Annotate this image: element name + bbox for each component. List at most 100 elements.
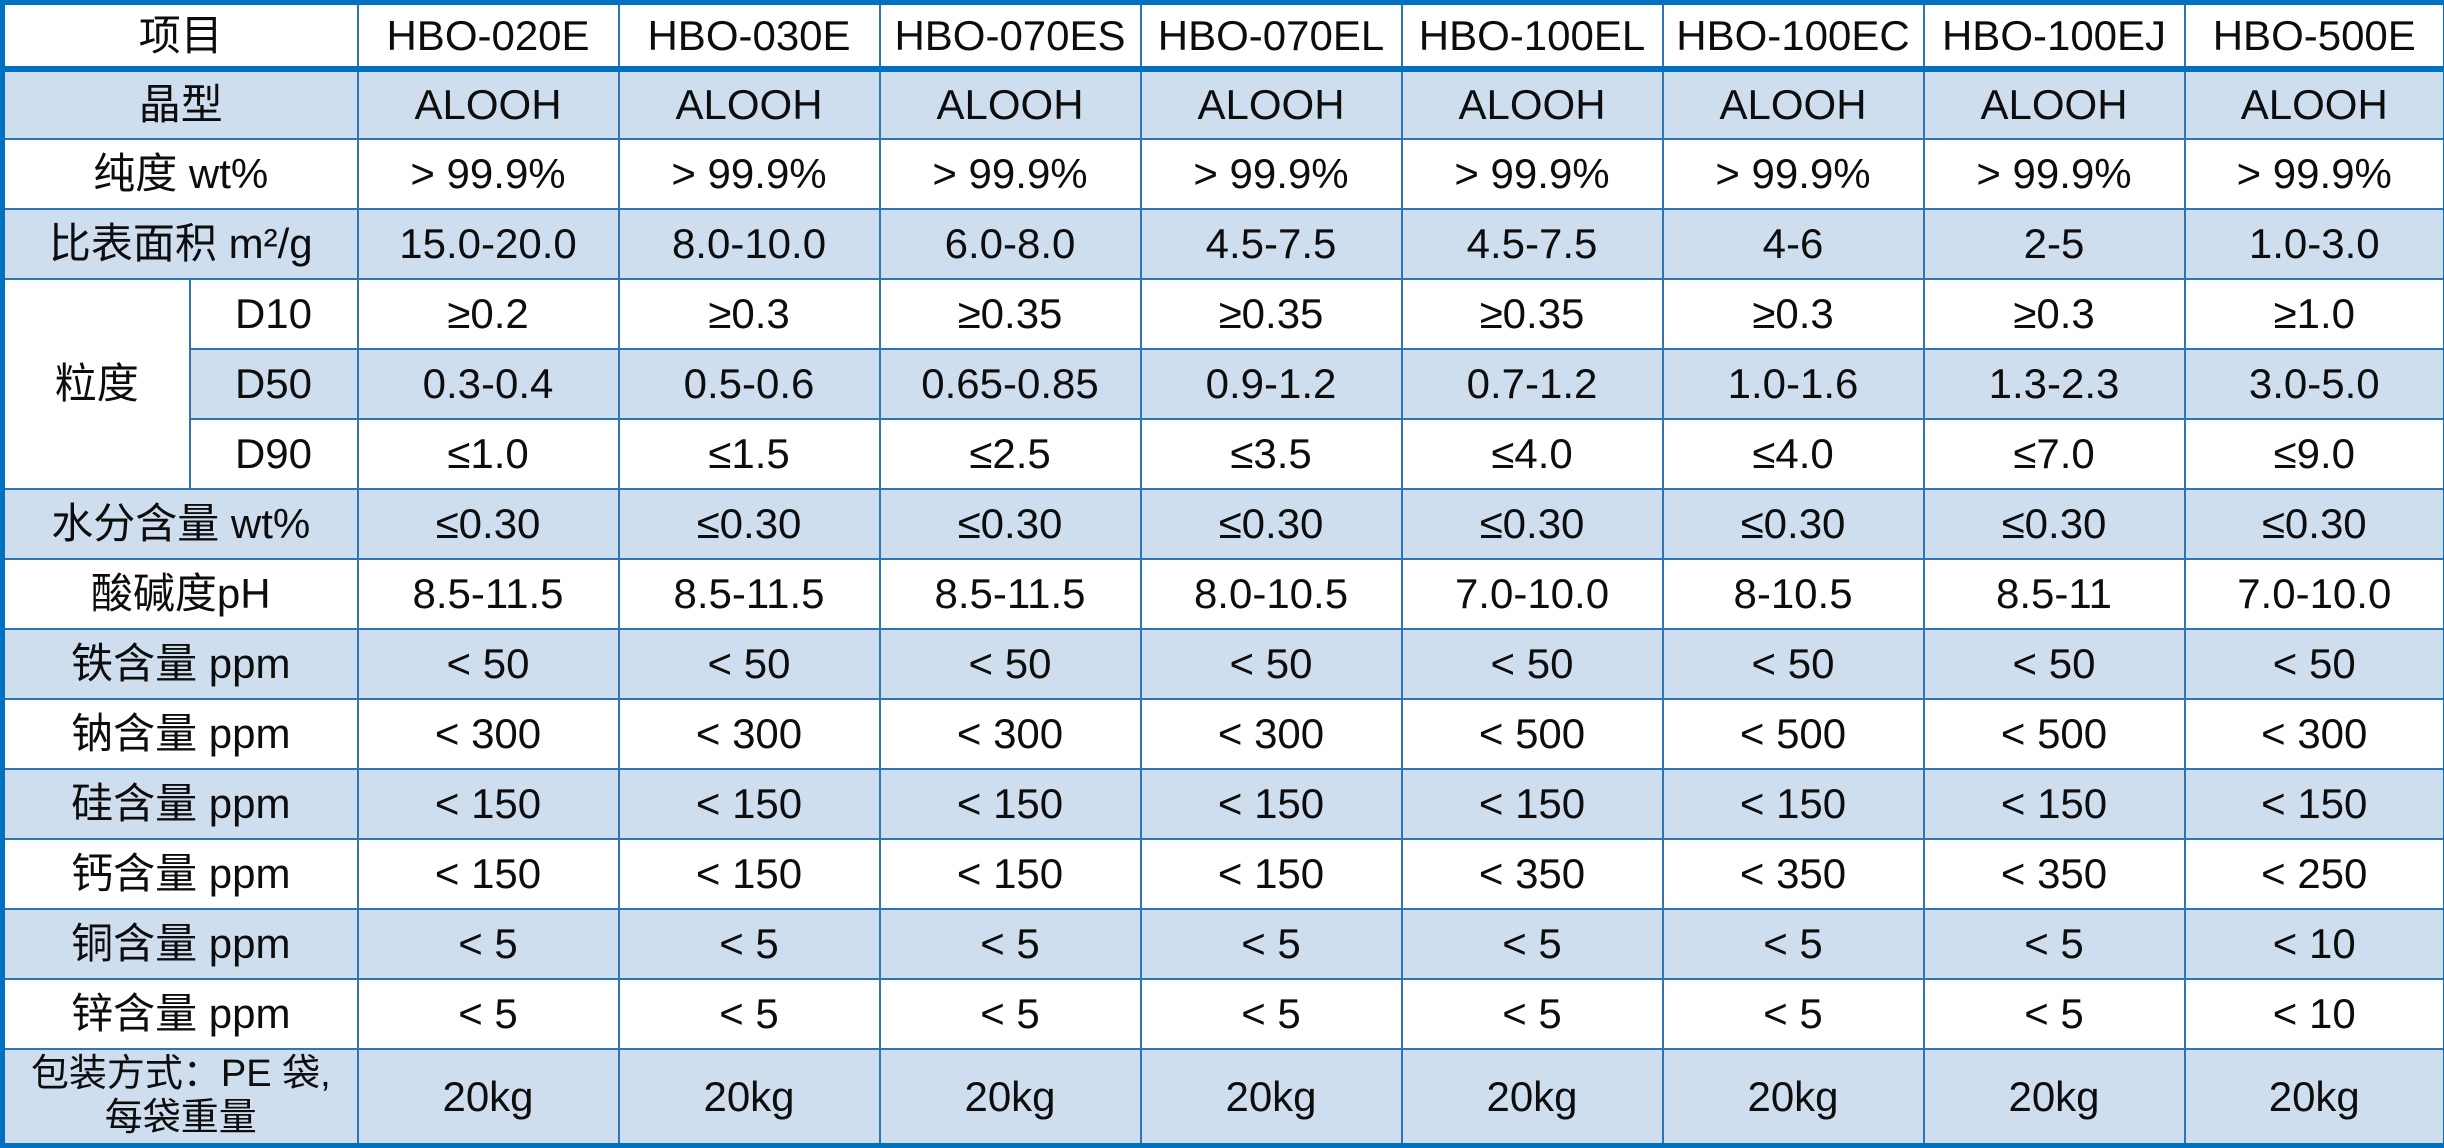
spec-cell: < 500 [1924, 699, 2185, 769]
table-row-zinc: 锌含量 ppm < 5 < 5 < 5 < 5 < 5 < 5 < 5 < 10 [3, 979, 2444, 1049]
spec-cell: ≤0.30 [1663, 489, 1924, 559]
product-column-header: HBO-100EL [1402, 3, 1663, 69]
spec-cell: ≤2.5 [880, 419, 1141, 489]
spec-cell: > 99.9% [1402, 139, 1663, 209]
table-row-calcium: 钙含量 ppm < 150 < 150 < 150 < 150 < 350 < … [3, 839, 2444, 909]
spec-cell: ≤0.30 [880, 489, 1141, 559]
spec-cell: ALOOH [1402, 69, 1663, 139]
spec-cell: ≥0.3 [619, 279, 880, 349]
product-column-header: HBO-020E [358, 3, 619, 69]
spec-cell: < 5 [880, 979, 1141, 1049]
spec-cell: < 5 [1402, 979, 1663, 1049]
spec-cell: < 300 [358, 699, 619, 769]
product-column-header: HBO-100EC [1663, 3, 1924, 69]
spec-cell: < 150 [1924, 769, 2185, 839]
table-row-surface-area: 比表面积 m²/g 15.0-20.0 8.0-10.0 6.0-8.0 4.5… [3, 209, 2444, 279]
spec-cell: < 350 [1924, 839, 2185, 909]
spec-cell: ALOOH [1663, 69, 1924, 139]
spec-cell: ≤0.30 [2185, 489, 2444, 559]
spec-cell: ALOOH [1924, 69, 2185, 139]
row-label-silicon-content: 硅含量 ppm [3, 769, 358, 839]
spec-cell: > 99.9% [1141, 139, 1402, 209]
spec-cell: ≤4.0 [1402, 419, 1663, 489]
spec-cell: ALOOH [2185, 69, 2444, 139]
spec-cell: < 300 [880, 699, 1141, 769]
spec-cell: 8.0-10.5 [1141, 559, 1402, 629]
header-item-label: 项目 [3, 3, 358, 69]
product-column-header: HBO-100EJ [1924, 3, 2185, 69]
spec-cell: < 5 [358, 979, 619, 1049]
spec-cell: 0.65-0.85 [880, 349, 1141, 419]
spec-cell: ALOOH [358, 69, 619, 139]
row-label-packaging: 包装方式：PE 袋, 每袋重量 [3, 1049, 358, 1146]
spec-cell: < 350 [1663, 839, 1924, 909]
spec-cell: < 5 [880, 909, 1141, 979]
spec-cell: 4.5-7.5 [1402, 209, 1663, 279]
spec-cell: 4.5-7.5 [1141, 209, 1402, 279]
spec-cell: > 99.9% [2185, 139, 2444, 209]
spec-cell: ≥0.35 [1141, 279, 1402, 349]
spec-cell: < 150 [880, 839, 1141, 909]
row-group-label-particle-size: 粒度 [3, 279, 190, 489]
spec-cell: 8.0-10.0 [619, 209, 880, 279]
table-row-packaging: 包装方式：PE 袋, 每袋重量 20kg 20kg 20kg 20kg 20kg… [3, 1049, 2444, 1146]
spec-cell: < 150 [619, 839, 880, 909]
table-row-d90: D90 ≤1.0 ≤1.5 ≤2.5 ≤3.5 ≤4.0 ≤4.0 ≤7.0 ≤… [3, 419, 2444, 489]
spec-cell: > 99.9% [1663, 139, 1924, 209]
spec-cell: 20kg [1141, 1049, 1402, 1146]
spec-cell: 20kg [358, 1049, 619, 1146]
spec-cell: < 50 [1402, 629, 1663, 699]
row-label-moisture: 水分含量 wt% [3, 489, 358, 559]
spec-cell: 7.0-10.0 [2185, 559, 2444, 629]
table-row-crystal: 晶型 ALOOH ALOOH ALOOH ALOOH ALOOH ALOOH A… [3, 69, 2444, 139]
spec-cell: 0.5-0.6 [619, 349, 880, 419]
spec-cell: < 50 [1141, 629, 1402, 699]
spec-cell: ≥0.2 [358, 279, 619, 349]
spec-cell: 20kg [1924, 1049, 2185, 1146]
spec-cell: 8.5-11 [1924, 559, 2185, 629]
spec-cell: ≥0.35 [1402, 279, 1663, 349]
spec-cell: ≤4.0 [1663, 419, 1924, 489]
spec-cell: < 50 [1924, 629, 2185, 699]
table-row-copper: 铜含量 ppm < 5 < 5 < 5 < 5 < 5 < 5 < 5 < 10 [3, 909, 2444, 979]
spec-cell: < 5 [619, 909, 880, 979]
spec-cell: ≤7.0 [1924, 419, 2185, 489]
spec-cell: 8-10.5 [1663, 559, 1924, 629]
spec-cell: 20kg [619, 1049, 880, 1146]
spec-cell: 8.5-11.5 [358, 559, 619, 629]
spec-cell: 0.9-1.2 [1141, 349, 1402, 419]
spec-cell: 20kg [1663, 1049, 1924, 1146]
spec-cell: < 150 [619, 769, 880, 839]
spec-cell: < 150 [880, 769, 1141, 839]
spec-cell: 0.7-1.2 [1402, 349, 1663, 419]
spec-cell: 20kg [1402, 1049, 1663, 1146]
spec-cell: ≤3.5 [1141, 419, 1402, 489]
row-label-surface-area: 比表面积 m²/g [3, 209, 358, 279]
spec-cell: < 300 [1141, 699, 1402, 769]
spec-cell: 15.0-20.0 [358, 209, 619, 279]
spec-cell: 20kg [880, 1049, 1141, 1146]
spec-cell: < 50 [358, 629, 619, 699]
spec-cell: ≤9.0 [2185, 419, 2444, 489]
spec-cell: < 5 [1924, 979, 2185, 1049]
spec-cell: 20kg [2185, 1049, 2444, 1146]
product-column-header: HBO-030E [619, 3, 880, 69]
table-row-d10: 粒度 D10 ≥0.2 ≥0.3 ≥0.35 ≥0.35 ≥0.35 ≥0.3 … [3, 279, 2444, 349]
spec-cell: < 5 [1402, 909, 1663, 979]
sub-row-label-d50: D50 [190, 349, 358, 419]
spec-cell: ≤1.0 [358, 419, 619, 489]
spec-cell: ≤0.30 [358, 489, 619, 559]
spec-cell: 4-6 [1663, 209, 1924, 279]
row-label-zinc-content: 锌含量 ppm [3, 979, 358, 1049]
spec-cell: 2-5 [1924, 209, 2185, 279]
table-row-iron: 铁含量 ppm < 50 < 50 < 50 < 50 < 50 < 50 < … [3, 629, 2444, 699]
spec-cell: < 10 [2185, 909, 2444, 979]
spec-cell: 7.0-10.0 [1402, 559, 1663, 629]
row-label-calcium-content: 钙含量 ppm [3, 839, 358, 909]
spec-cell: 1.0-3.0 [2185, 209, 2444, 279]
spec-cell: ≤0.30 [1402, 489, 1663, 559]
product-column-header: HBO-070EL [1141, 3, 1402, 69]
spec-cell: < 300 [2185, 699, 2444, 769]
spec-cell: < 10 [2185, 979, 2444, 1049]
